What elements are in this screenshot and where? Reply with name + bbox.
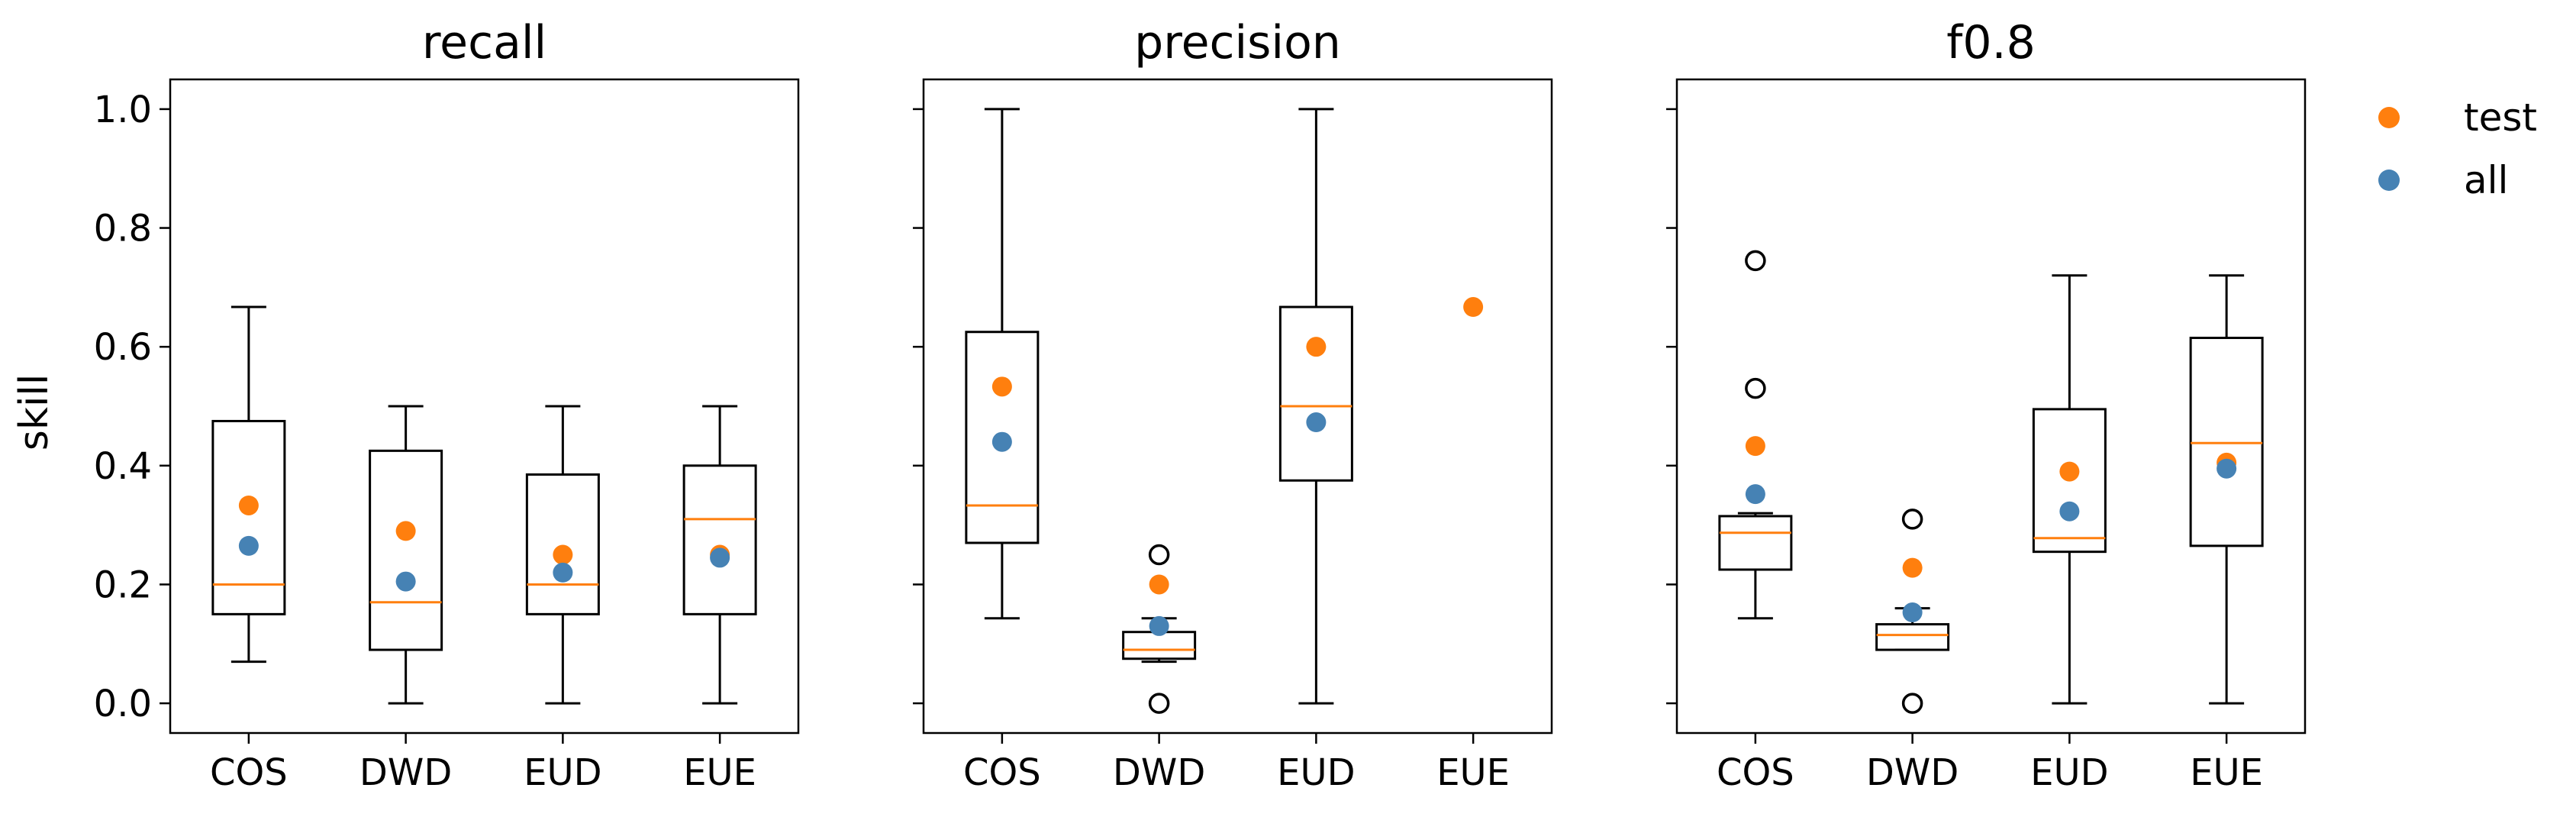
x-tick-label: DWD (1866, 751, 1959, 794)
outlier-point (1901, 693, 1923, 714)
y-tick-label: 0.8 (94, 208, 152, 250)
box-iqr (525, 473, 600, 615)
all-point (710, 547, 730, 568)
y-tick-label: 0.6 (94, 326, 152, 369)
x-tick-label: EUD (1277, 751, 1355, 794)
all-point (2059, 501, 2080, 522)
test-point (238, 495, 259, 515)
all-point (1745, 484, 1765, 505)
all-point (991, 431, 1012, 452)
y-tick-label: 0.2 (94, 564, 152, 606)
test-point (1902, 557, 1923, 578)
all-point (395, 571, 416, 592)
test-point (1463, 297, 1484, 318)
x-tick-label: EUE (2190, 751, 2263, 794)
axes-frame (1675, 78, 2307, 735)
x-tick-label: DWD (1113, 751, 1205, 794)
box-EUE (682, 405, 757, 705)
y-tick-label: 0.4 (94, 445, 152, 488)
panel-1: precision COS DWD EUD EUE (913, 16, 1553, 794)
box-iqr (1278, 305, 1353, 482)
box-EUD (2032, 274, 2107, 705)
outlier-point (1148, 693, 1170, 714)
test-point (1149, 574, 1169, 595)
box-EUD (525, 405, 600, 705)
legend-marker-all (2378, 170, 2400, 191)
box-EUD (1278, 108, 1353, 705)
y-tick-label: 1.0 (94, 89, 152, 131)
legend-marker-test (2378, 107, 2400, 128)
test-point (553, 544, 573, 565)
test-point (2059, 461, 2080, 482)
box-COS (211, 305, 286, 664)
x-tick-label: COS (210, 751, 288, 794)
x-tick-label: EUD (524, 751, 601, 794)
panel-title: recall (422, 16, 546, 69)
all-point (2217, 458, 2237, 479)
box-iqr (369, 449, 443, 651)
legend-entry-all: all (2378, 158, 2508, 202)
legend-label-all: all (2464, 158, 2508, 202)
box-DWD (369, 405, 443, 705)
x-tick-label: EUD (2030, 751, 2108, 794)
box-iqr (682, 464, 757, 615)
box-EUE (2189, 274, 2264, 705)
axes-frame (169, 78, 800, 735)
x-tick-label: COS (1717, 751, 1794, 794)
outlier-point (1901, 509, 1923, 530)
box-iqr (2032, 408, 2107, 554)
all-point (1149, 615, 1169, 636)
test-point (1306, 337, 1327, 357)
x-tick-label: COS (963, 751, 1041, 794)
box-COS (1718, 250, 1793, 620)
box-iqr (1875, 623, 1950, 651)
all-point (1306, 412, 1327, 433)
x-tick-label: DWD (359, 751, 452, 794)
panel-0: recall 0.0 0.2 0.4 0.6 0.8 1.0 COS DWD EUD EUE (94, 16, 800, 794)
box-iqr (211, 419, 286, 615)
legend: test all (2378, 95, 2537, 202)
y-axis-label: skill (11, 374, 57, 451)
panel-2: f0.8 COS DWD EUD EUE (1666, 16, 2307, 794)
all-point (238, 535, 259, 556)
all-point (1902, 602, 1923, 623)
outlier-point (1745, 250, 1766, 272)
x-tick-label: EUE (1436, 751, 1510, 794)
box-COS (965, 108, 1040, 620)
legend-entry-test: test (2378, 95, 2537, 140)
test-point (1745, 436, 1765, 457)
y-tick-label: 0.0 (94, 683, 152, 725)
panel-title: precision (1134, 16, 1341, 69)
test-point (991, 376, 1012, 397)
axes-frame (922, 78, 1553, 735)
all-point (553, 562, 573, 583)
box-iqr (1718, 515, 1793, 571)
outlier-point (1148, 544, 1170, 566)
legend-label-test: test (2464, 95, 2537, 140)
outlier-point (1745, 377, 1766, 399)
box-iqr (965, 331, 1040, 544)
x-tick-label: EUE (683, 751, 756, 794)
box-iqr (2189, 337, 2264, 547)
test-point (395, 521, 416, 541)
box-iqr (1122, 631, 1197, 660)
panel-title: f0.8 (1946, 16, 2036, 69)
box-DWD (1875, 509, 1950, 714)
